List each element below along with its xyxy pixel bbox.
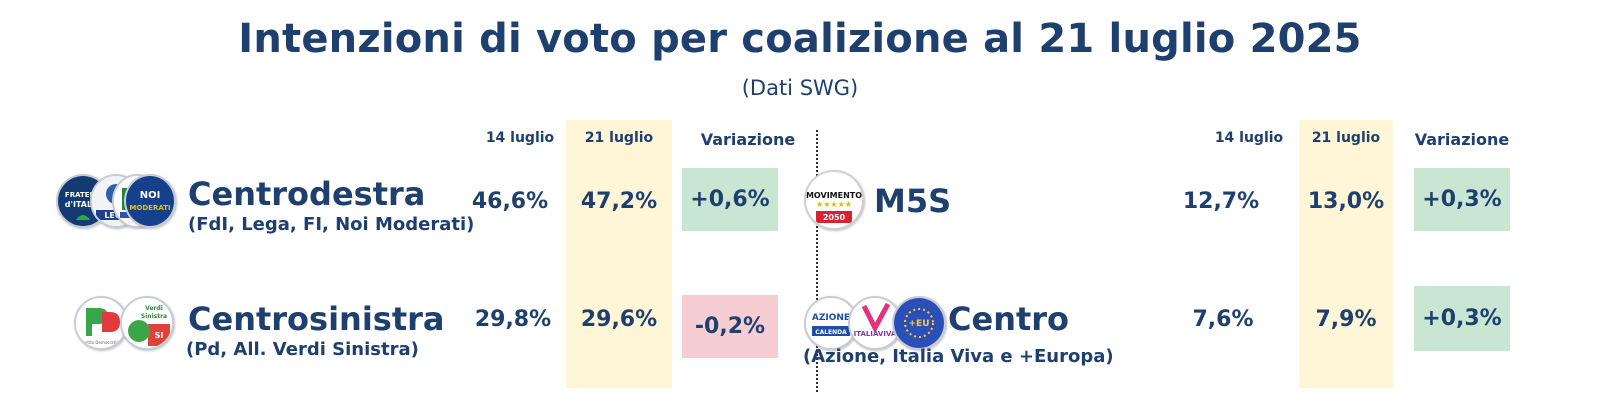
current-week-column-highlight-right	[1299, 120, 1393, 388]
value-curr: 13,0%	[1307, 189, 1385, 214]
svg-text:ITALIAVIVA: ITALIAVIVA	[854, 330, 897, 338]
chart-subtitle: (Dati SWG)	[741, 76, 859, 100]
header-change-left: Variazione	[700, 130, 796, 149]
svg-text:FRATELLI: FRATELLI	[65, 191, 101, 199]
coalition-members: (Pd, All. Verdi Sinistra)	[186, 339, 419, 360]
value-curr: 47,2%	[580, 189, 658, 214]
m5s-logo: MOVIMENTO ★★★★★ 2050	[804, 170, 864, 230]
value-curr: 7,9%	[1315, 307, 1377, 332]
value-prev: 12,7%	[1182, 189, 1260, 214]
coalition-name: Centro	[948, 300, 1070, 338]
coalition-name: Centrodestra	[188, 175, 426, 213]
svg-text:Verdi: Verdi	[145, 305, 163, 312]
chart-title: Intenzioni di voto per coalizione al 21 …	[238, 16, 1362, 62]
value-prev: 7,6%	[1192, 307, 1254, 332]
header-curr-right: 21 luglio	[1311, 130, 1381, 146]
column-divider	[816, 130, 818, 392]
piu-europa-logo: +EU	[892, 296, 946, 350]
value-curr: 29,6%	[580, 307, 658, 332]
svg-text:d'ITALIA: d'ITALIA	[65, 200, 102, 209]
value-prev: 29,8%	[474, 307, 552, 332]
coalition-name: M5S	[874, 182, 952, 220]
svg-text:AZIONE: AZIONE	[812, 313, 850, 323]
svg-text:MODERATI: MODERATI	[129, 204, 170, 212]
header-curr-left: 21 luglio	[584, 130, 654, 146]
svg-text:2050: 2050	[823, 213, 846, 222]
svg-text:★★★★★: ★★★★★	[816, 200, 852, 209]
italia-viva-logo: ITALIAVIVA	[848, 296, 902, 350]
svg-text:NOI: NOI	[140, 190, 161, 201]
svg-text:SI: SI	[155, 331, 164, 340]
header-prev-right: 14 luglio	[1214, 130, 1284, 146]
header-change-right: Variazione	[1414, 130, 1510, 149]
coalition-members: (FdI, Lega, FI, Noi Moderati)	[188, 214, 475, 235]
coalition-members: (Azione, Italia Viva e +Europa)	[803, 346, 1114, 367]
value-change: -0,2%	[682, 295, 778, 358]
value-prev: 46,6%	[471, 189, 549, 214]
svg-text:MOVIMENTO: MOVIMENTO	[806, 191, 862, 200]
coalition-name: Centrosinistra	[188, 300, 445, 338]
svg-text:CALENDA: CALENDA	[815, 329, 847, 336]
value-change: +0,3%	[1414, 286, 1510, 351]
header-prev-left: 14 luglio	[485, 130, 555, 146]
svg-text:+EU: +EU	[909, 319, 930, 329]
pd-logo: Partito Democratico	[74, 296, 128, 350]
value-change: +0,6%	[682, 168, 778, 231]
svg-text:Partito Democratico: Partito Democratico	[81, 340, 121, 345]
noi-moderati-logo: NOI MODERATI	[124, 174, 176, 228]
svg-text:Sinistra: Sinistra	[141, 313, 167, 320]
value-change: +0,3%	[1414, 168, 1510, 231]
avs-logo: Verdi Sinistra SI	[120, 296, 174, 350]
current-week-column-highlight-left	[566, 120, 672, 388]
